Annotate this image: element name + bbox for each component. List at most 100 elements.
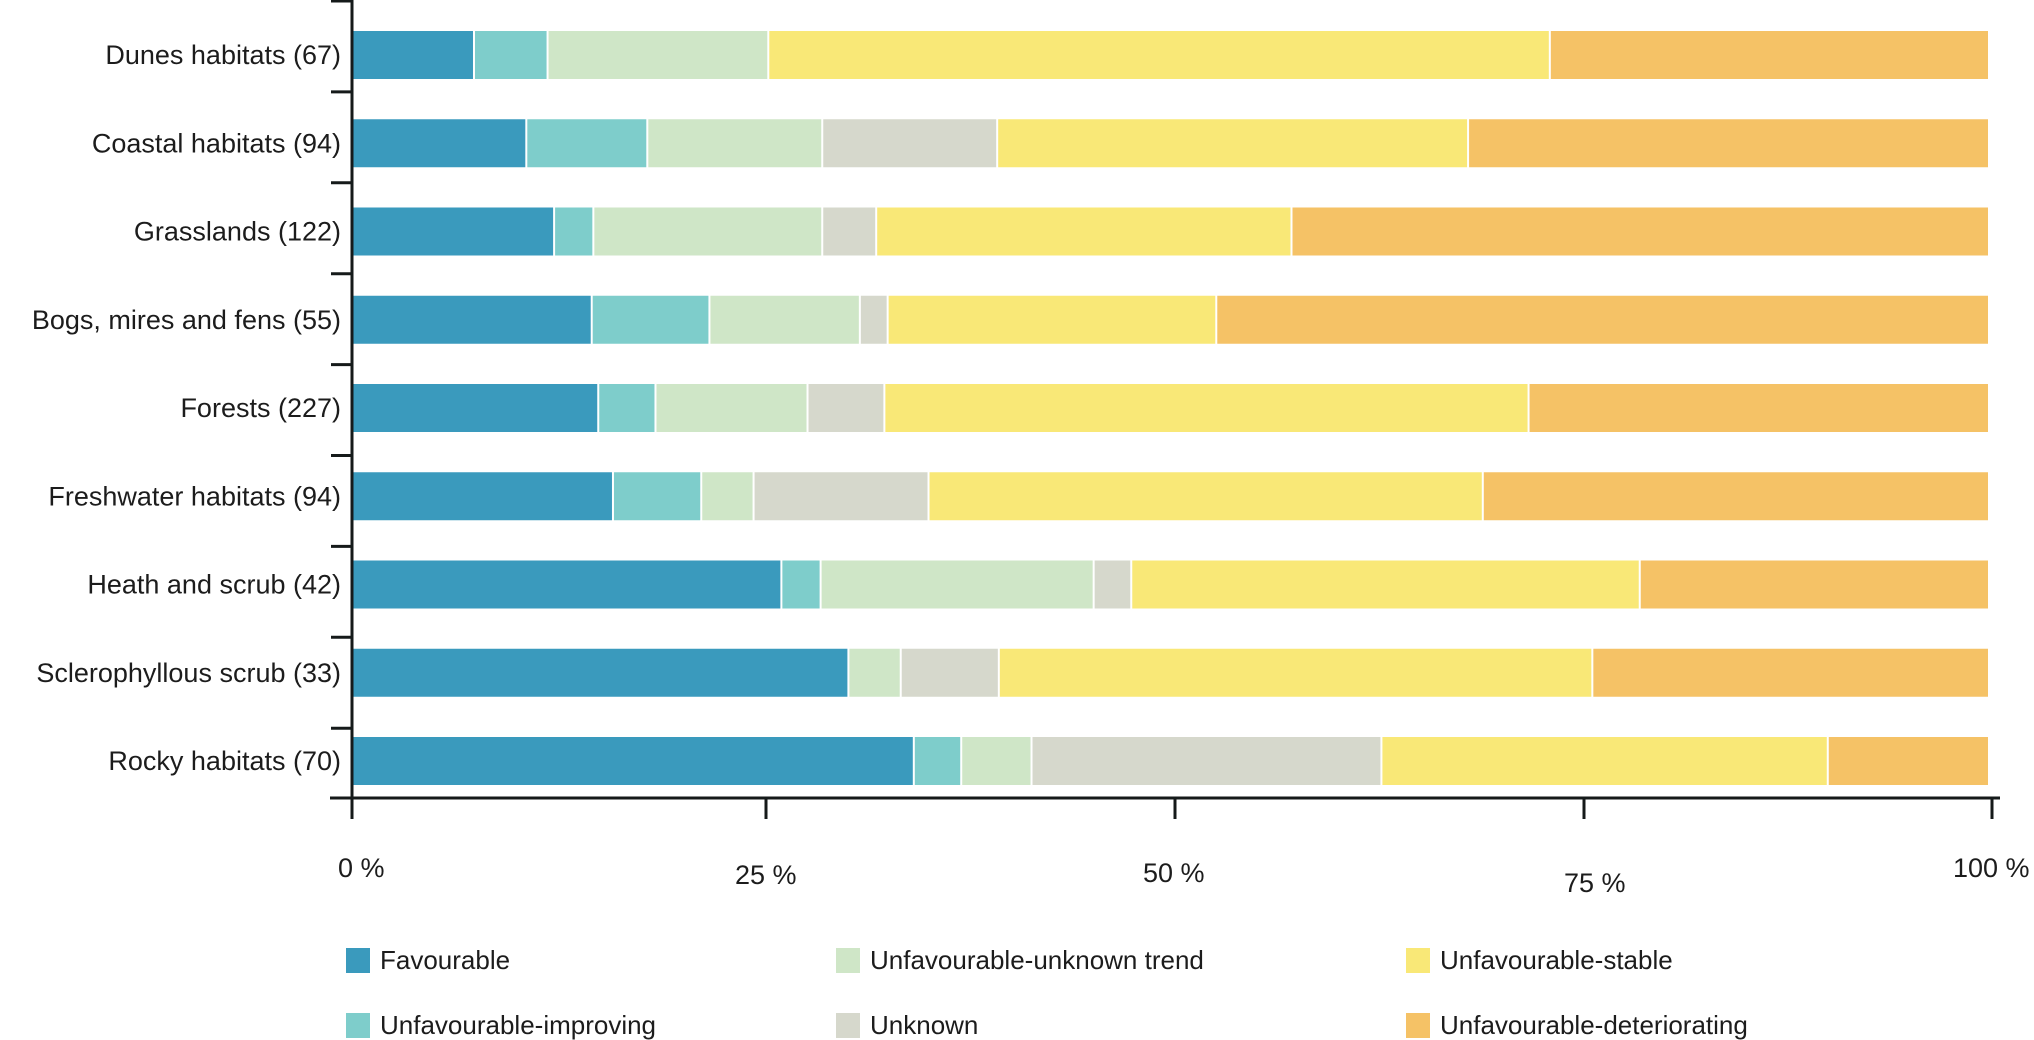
category-label: Coastal habitats (94) [92, 128, 341, 158]
legend-swatch-unfavourable-deteriorating [1406, 1013, 1430, 1038]
legend-label-favourable: Favourable [380, 945, 511, 975]
bar-segment-favourable[interactable]: Bogs, mires and fens (55) — Favourable: … [353, 295, 591, 344]
category-label: Heath and scrub (42) [87, 570, 341, 600]
x-tick-label: 0 % [338, 853, 385, 883]
bar-segment-unfavourable-stable[interactable]: Freshwater habitats (94) — Unfavourable-… [929, 472, 1482, 521]
category-label: Bogs, mires and fens (55) [32, 305, 341, 335]
bar-segment-unfavourable-deteriorating[interactable]: Freshwater habitats (94) — Unfavourable-… [1483, 472, 1988, 521]
bar-row-sclerophyllous-scrub-33: Sclerophyllous scrub (33) — Favourable: … [353, 648, 1988, 697]
legend-label-unfavourable-unknown-trend: Unfavourable-unknown trend [870, 945, 1204, 975]
bar-segment-unfavourable-deteriorating[interactable]: Rocky habitats (70) — Unfavourable-deter… [1828, 737, 1988, 785]
category-label: Grasslands (122) [134, 217, 341, 247]
legend-item-unfavourable-improving[interactable]: Unfavourable-improving [346, 1010, 657, 1040]
bar-segment-favourable[interactable]: Sclerophyllous scrub (33) — Favourable: … [353, 648, 848, 697]
bar-segment-unfavourable-unknown-trend[interactable]: Freshwater habitats (94) — Unfavourable-… [702, 472, 753, 521]
bar-segment-unknown[interactable]: Coastal habitats (94) — Unknown: 10.7% [823, 119, 997, 168]
bars-group: Dunes habitats (67) — Favourable: 7.4%Du… [353, 31, 1988, 785]
bar-row-heath-and-scrub-42: Heath and scrub (42) — Favourable: 26.2%… [353, 560, 1988, 609]
bar-segment-unfavourable-stable[interactable]: Grasslands (122) — Unfavourable-stable: … [877, 207, 1291, 256]
legend-label-unfavourable-improving: Unfavourable-improving [380, 1010, 657, 1040]
bar-segment-unfavourable-unknown-trend[interactable]: Forests (227) — Unfavourable-unknown tre… [656, 384, 807, 432]
legend-item-unknown[interactable]: Unknown [836, 1010, 979, 1040]
legend-label-unknown: Unknown [870, 1010, 979, 1040]
legend-swatch-unfavourable-unknown-trend [836, 948, 860, 973]
bar-segment-favourable[interactable]: Heath and scrub (42) — Favourable: 26.2% [353, 560, 781, 609]
bar-segment-favourable[interactable]: Grasslands (122) — Favourable: 12.3% [353, 207, 554, 256]
bar-segment-unfavourable-stable[interactable]: Sclerophyllous scrub (33) — Unfavourable… [999, 648, 1592, 697]
bar-segment-unfavourable-deteriorating[interactable]: Bogs, mires and fens (55) — Unfavourable… [1217, 295, 1988, 344]
bar-row-dunes-habitats-67: Dunes habitats (67) — Favourable: 7.4%Du… [353, 31, 1988, 79]
bar-segment-unfavourable-improving[interactable]: Dunes habitats (67) — Unfavourable-impro… [474, 31, 547, 79]
bar-segment-unfavourable-stable[interactable]: Coastal habitats (94) — Unfavourable-sta… [998, 119, 1468, 168]
bar-segment-unfavourable-improving[interactable]: Rocky habitats (70) — Unfavourable-impro… [914, 737, 961, 785]
category-labels: Dunes habitats (67) Coastal habitats (94)… [32, 40, 341, 776]
bar-segment-favourable[interactable]: Dunes habitats (67) — Favourable: 7.4% [353, 31, 473, 79]
y-ticks-group [331, 0, 353, 730]
legend-item-unfavourable-unknown-trend[interactable]: Unfavourable-unknown trend [836, 945, 1204, 975]
category-label: Forests (227) [180, 393, 341, 423]
bar-segment-unfavourable-unknown-trend[interactable]: Rocky habitats (70) — Unfavourable-unkno… [962, 737, 1031, 785]
bar-segment-unfavourable-deteriorating[interactable]: Sclerophyllous scrub (33) — Unfavourable… [1593, 648, 1988, 697]
bar-segment-unknown[interactable]: Sclerophyllous scrub (33) — Unknown: 6% [901, 648, 998, 697]
bar-segment-unfavourable-stable[interactable]: Rocky habitats (70) — Unfavourable-stabl… [1382, 737, 1827, 785]
bar-row-bogs-mires-and-fens-55: Bogs, mires and fens (55) — Favourable: … [353, 295, 1988, 344]
bar-segment-unknown[interactable]: Grasslands (122) — Unknown: 3.3% [823, 207, 876, 256]
bar-segment-unfavourable-deteriorating[interactable]: Forests (227) — Unfavourable-deteriorati… [1529, 384, 1988, 432]
bar-segment-unfavourable-stable[interactable]: Dunes habitats (67) — Unfavourable-stabl… [769, 31, 1549, 79]
bar-segment-unknown[interactable]: Rocky habitats (70) — Unknown: 21.4% [1032, 737, 1381, 785]
bar-row-grasslands-122: Grasslands (122) — Favourable: 12.3%Gras… [353, 207, 1988, 256]
bar-row-rocky-habitats-70: Rocky habitats (70) — Favourable: 34.3%R… [353, 737, 1988, 785]
bar-segment-unfavourable-improving[interactable]: Grasslands (122) — Unfavourable-improvin… [555, 207, 593, 256]
axes-group [330, 0, 2000, 819]
bar-segment-favourable[interactable]: Coastal habitats (94) — Favourable: 10.6… [353, 119, 526, 168]
legend-swatch-unfavourable-stable [1406, 948, 1430, 973]
bar-segment-unfavourable-improving[interactable]: Forests (227) — Unfavourable-improving: … [599, 384, 655, 432]
bar-segment-unfavourable-deteriorating[interactable]: Heath and scrub (42) — Unfavourable-dete… [1640, 560, 1988, 609]
bar-segment-unfavourable-unknown-trend[interactable]: Dunes habitats (67) — Unfavourable-unkno… [548, 31, 768, 79]
x-tick-label: 50 % [1143, 858, 1205, 888]
bar-row-forests-227: Forests (227) — Favourable: 15%Forests (… [353, 384, 1988, 432]
bar-segment-favourable[interactable]: Forests (227) — Favourable: 15% [353, 384, 598, 432]
bar-segment-unknown[interactable]: Heath and scrub (42) — Unknown: 2.3% [1094, 560, 1131, 609]
bar-segment-unfavourable-unknown-trend[interactable]: Coastal habitats (94) — Unfavourable-unk… [648, 119, 822, 168]
bar-segment-unfavourable-deteriorating[interactable]: Coastal habitats (94) — Unfavourable-det… [1469, 119, 1988, 168]
x-tick-label: 25 % [735, 860, 797, 890]
legend-item-unfavourable-stable[interactable]: Unfavourable-stable [1406, 945, 1673, 975]
category-label: Freshwater habitats (94) [48, 481, 341, 511]
category-label: Sclerophyllous scrub (33) [36, 658, 341, 688]
bar-segment-unfavourable-improving[interactable]: Freshwater habitats (94) — Unfavourable-… [613, 472, 701, 521]
bar-segment-unfavourable-unknown-trend[interactable]: Heath and scrub (42) — Unfavourable-unkn… [821, 560, 1093, 609]
legend-label-unfavourable-stable: Unfavourable-stable [1440, 945, 1673, 975]
bar-segment-favourable[interactable]: Rocky habitats (70) — Favourable: 34.3% [353, 737, 913, 785]
bar-segment-favourable[interactable]: Freshwater habitats (94) — Favourable: 1… [353, 472, 612, 521]
legend-swatch-favourable [346, 948, 370, 973]
bar-segment-unfavourable-improving[interactable]: Heath and scrub (42) — Unfavourable-impr… [782, 560, 820, 609]
category-label: Dunes habitats (67) [105, 40, 341, 70]
legend-item-unfavourable-deteriorating[interactable]: Unfavourable-deteriorating [1406, 1010, 1748, 1040]
bar-segment-unfavourable-unknown-trend[interactable]: Grasslands (122) — Unfavourable-unknown … [594, 207, 822, 256]
bar-segment-unfavourable-stable[interactable]: Bogs, mires and fens (55) — Unfavourable… [888, 295, 1216, 344]
x-ticks-group [350, 798, 1994, 819]
legend-label-unfavourable-deteriorating: Unfavourable-deteriorating [1440, 1010, 1748, 1040]
category-label: Rocky habitats (70) [108, 746, 341, 776]
x-tick-labels: 0 % 25 % 50 % 75 % 100 % [338, 853, 2030, 898]
bar-segment-unfavourable-unknown-trend[interactable]: Sclerophyllous scrub (33) — Unfavourable… [849, 648, 900, 697]
x-tick-label: 75 % [1564, 868, 1626, 898]
legend-item-favourable[interactable]: Favourable [346, 945, 511, 975]
bar-row-freshwater-habitats-94: Freshwater habitats (94) — Favourable: 1… [353, 472, 1988, 521]
bar-segment-unfavourable-improving[interactable]: Coastal habitats (94) — Unfavourable-imp… [527, 119, 647, 168]
legend-swatch-unfavourable-improving [346, 1013, 370, 1038]
bar-segment-unfavourable-stable[interactable]: Forests (227) — Unfavourable-stable: 39.… [885, 384, 1528, 432]
bar-row-coastal-habitats-94: Coastal habitats (94) — Favourable: 10.6… [353, 119, 1988, 168]
bar-segment-unfavourable-deteriorating[interactable]: Dunes habitats (67) — Unfavourable-deter… [1550, 31, 1988, 79]
bar-segment-unknown[interactable]: Bogs, mires and fens (55) — Unknown: 1.7… [860, 295, 887, 344]
bar-segment-unfavourable-stable[interactable]: Heath and scrub (42) — Unfavourable-stab… [1132, 560, 1639, 609]
bar-segment-unfavourable-improving[interactable]: Bogs, mires and fens (55) — Unfavourable… [592, 295, 709, 344]
legend-swatch-unknown [836, 1013, 860, 1038]
bar-segment-unknown[interactable]: Freshwater habitats (94) — Unknown: 10.7… [754, 472, 928, 521]
bar-segment-unfavourable-unknown-trend[interactable]: Bogs, mires and fens (55) — Unfavourable… [710, 295, 859, 344]
bar-segment-unknown[interactable]: Forests (227) — Unknown: 4.7% [808, 384, 884, 432]
bar-segment-unfavourable-deteriorating[interactable]: Grasslands (122) — Unfavourable-deterior… [1292, 207, 1988, 256]
